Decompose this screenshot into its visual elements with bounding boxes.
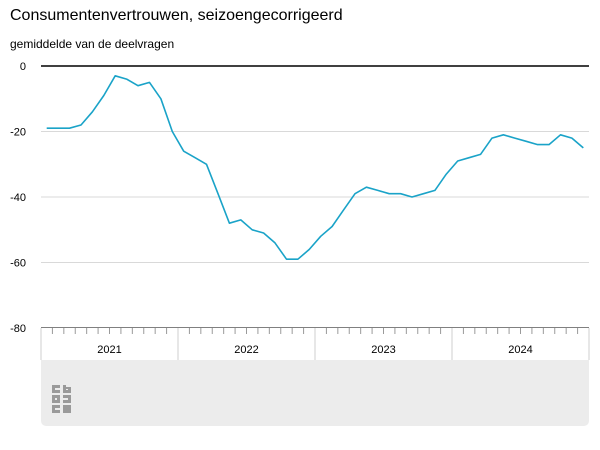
year-label: 2024 <box>508 344 532 356</box>
year-label: 2021 <box>97 344 121 356</box>
y-tick-label: -40 <box>10 192 26 204</box>
x-axis: 2021 2022 2023 2024 <box>40 327 590 360</box>
y-tick-label: 0 <box>20 61 26 73</box>
chart-title: Consumentenvertrouwen, seizoengecorrigee… <box>10 7 343 24</box>
series-layer <box>46 75 584 261</box>
y-tick-labels: 0 -20 -40 -60 -80 <box>10 61 26 335</box>
y-tick-label: -20 <box>10 127 26 139</box>
y-tick-label: -60 <box>10 258 26 270</box>
gridlines <box>41 65 589 329</box>
cbs-logo-icon <box>52 385 71 413</box>
year-label: 2022 <box>234 344 258 356</box>
footer-bar <box>41 360 589 426</box>
year-label: 2023 <box>371 344 395 356</box>
y-tick-label: -80 <box>10 323 26 335</box>
series-line <box>46 75 584 261</box>
y-axis-label: gemiddelde van de deelvragen <box>10 37 175 51</box>
